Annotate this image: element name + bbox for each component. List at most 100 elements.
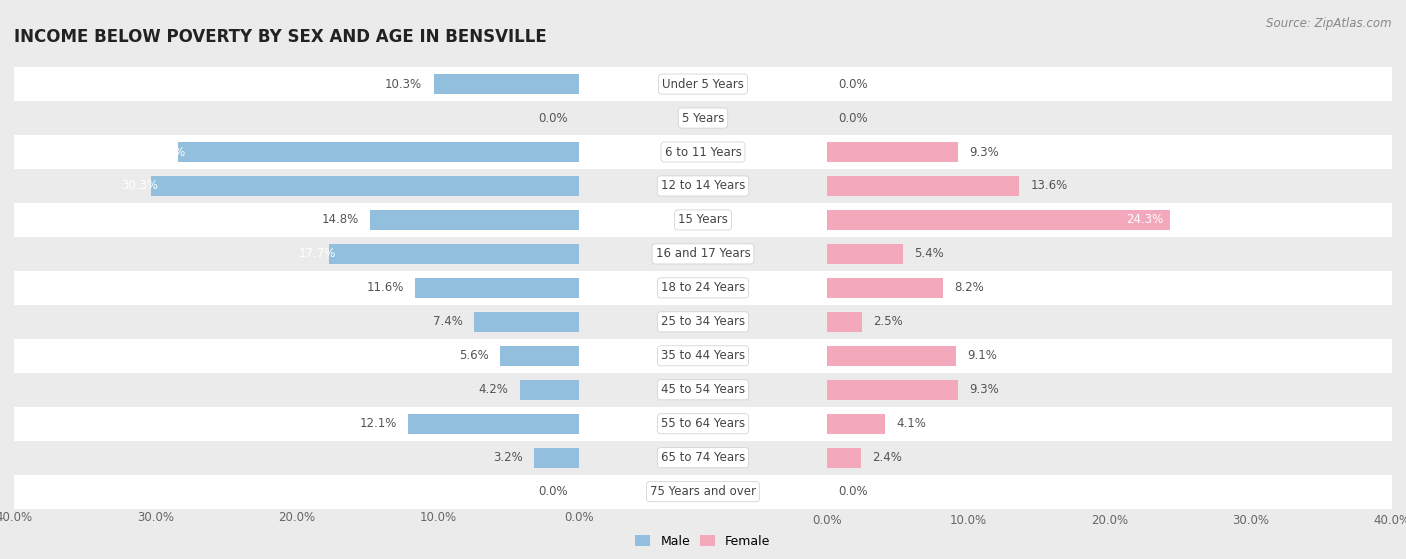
Bar (579, 101, 827, 135)
Bar (150, 176, 579, 196)
Bar (827, 448, 860, 468)
Bar (827, 169, 1392, 203)
Bar (827, 244, 903, 264)
Bar (827, 440, 1392, 475)
Text: 15 Years: 15 Years (678, 214, 728, 226)
Text: 11.6%: 11.6% (367, 281, 404, 295)
Text: 8.2%: 8.2% (955, 281, 984, 295)
Bar (415, 278, 579, 298)
Bar (408, 414, 579, 434)
Bar (827, 203, 1392, 237)
Text: Source: ZipAtlas.com: Source: ZipAtlas.com (1267, 17, 1392, 30)
Bar (827, 414, 884, 434)
Bar (520, 380, 579, 400)
Bar (501, 345, 579, 366)
Bar (14, 305, 579, 339)
Text: 17.7%: 17.7% (298, 248, 336, 260)
Text: 12.1%: 12.1% (360, 417, 396, 430)
Text: 28.4%: 28.4% (148, 145, 186, 159)
Text: 13.6%: 13.6% (1031, 179, 1067, 192)
Bar (579, 440, 827, 475)
Bar (827, 210, 1170, 230)
Text: 16 and 17 Years: 16 and 17 Years (655, 248, 751, 260)
Text: 2.5%: 2.5% (873, 315, 904, 328)
Bar (827, 142, 959, 162)
Bar (433, 74, 579, 94)
Bar (827, 271, 1392, 305)
Bar (827, 373, 1392, 407)
Text: 35 to 44 Years: 35 to 44 Years (661, 349, 745, 362)
Text: 45 to 54 Years: 45 to 54 Years (661, 383, 745, 396)
Bar (827, 380, 959, 400)
Bar (179, 142, 579, 162)
Text: 12 to 14 Years: 12 to 14 Years (661, 179, 745, 192)
Text: 2.4%: 2.4% (872, 451, 903, 464)
Text: 55 to 64 Years: 55 to 64 Years (661, 417, 745, 430)
Bar (14, 373, 579, 407)
Bar (579, 67, 827, 101)
Bar (14, 203, 579, 237)
Bar (827, 345, 956, 366)
Bar (14, 101, 579, 135)
Bar (827, 305, 1392, 339)
Text: 0.0%: 0.0% (538, 485, 568, 498)
Text: 0.0%: 0.0% (838, 112, 868, 125)
Bar (579, 203, 827, 237)
Bar (579, 305, 827, 339)
Bar (14, 475, 579, 509)
Bar (474, 312, 579, 332)
Bar (534, 448, 579, 468)
Text: 6 to 11 Years: 6 to 11 Years (665, 145, 741, 159)
Text: Under 5 Years: Under 5 Years (662, 78, 744, 91)
Text: 4.2%: 4.2% (478, 383, 509, 396)
Text: 10.3%: 10.3% (385, 78, 422, 91)
Bar (370, 210, 579, 230)
Bar (14, 440, 579, 475)
Bar (579, 475, 827, 509)
Text: 75 Years and over: 75 Years and over (650, 485, 756, 498)
Text: 4.1%: 4.1% (896, 417, 927, 430)
Bar (14, 135, 579, 169)
Bar (579, 135, 827, 169)
Text: 7.4%: 7.4% (433, 315, 463, 328)
Bar (827, 176, 1019, 196)
Bar (14, 271, 579, 305)
Text: 9.1%: 9.1% (967, 349, 997, 362)
Bar (827, 101, 1392, 135)
Bar (14, 237, 579, 271)
Text: 0.0%: 0.0% (838, 485, 868, 498)
Bar (827, 135, 1392, 169)
Bar (827, 407, 1392, 440)
Bar (827, 475, 1392, 509)
Text: 9.3%: 9.3% (970, 145, 1000, 159)
Text: 5.4%: 5.4% (914, 248, 945, 260)
Bar (14, 407, 579, 440)
Text: 30.3%: 30.3% (121, 179, 157, 192)
Bar (14, 169, 579, 203)
Bar (827, 67, 1392, 101)
Text: 24.3%: 24.3% (1126, 214, 1163, 226)
Bar (579, 237, 827, 271)
Bar (329, 244, 579, 264)
Bar (14, 67, 579, 101)
Bar (827, 237, 1392, 271)
Text: 5.6%: 5.6% (458, 349, 489, 362)
Bar (827, 339, 1392, 373)
Bar (579, 271, 827, 305)
Text: 3.2%: 3.2% (492, 451, 523, 464)
Text: 25 to 34 Years: 25 to 34 Years (661, 315, 745, 328)
Bar (827, 312, 862, 332)
Text: 14.8%: 14.8% (322, 214, 359, 226)
Text: INCOME BELOW POVERTY BY SEX AND AGE IN BENSVILLE: INCOME BELOW POVERTY BY SEX AND AGE IN B… (14, 28, 547, 46)
Bar (14, 339, 579, 373)
Bar (579, 339, 827, 373)
Text: 0.0%: 0.0% (538, 112, 568, 125)
Text: 65 to 74 Years: 65 to 74 Years (661, 451, 745, 464)
Text: 9.3%: 9.3% (970, 383, 1000, 396)
Text: 18 to 24 Years: 18 to 24 Years (661, 281, 745, 295)
Legend: Male, Female: Male, Female (630, 530, 776, 553)
Bar (579, 373, 827, 407)
Bar (579, 169, 827, 203)
Text: 0.0%: 0.0% (838, 78, 868, 91)
Bar (827, 278, 943, 298)
